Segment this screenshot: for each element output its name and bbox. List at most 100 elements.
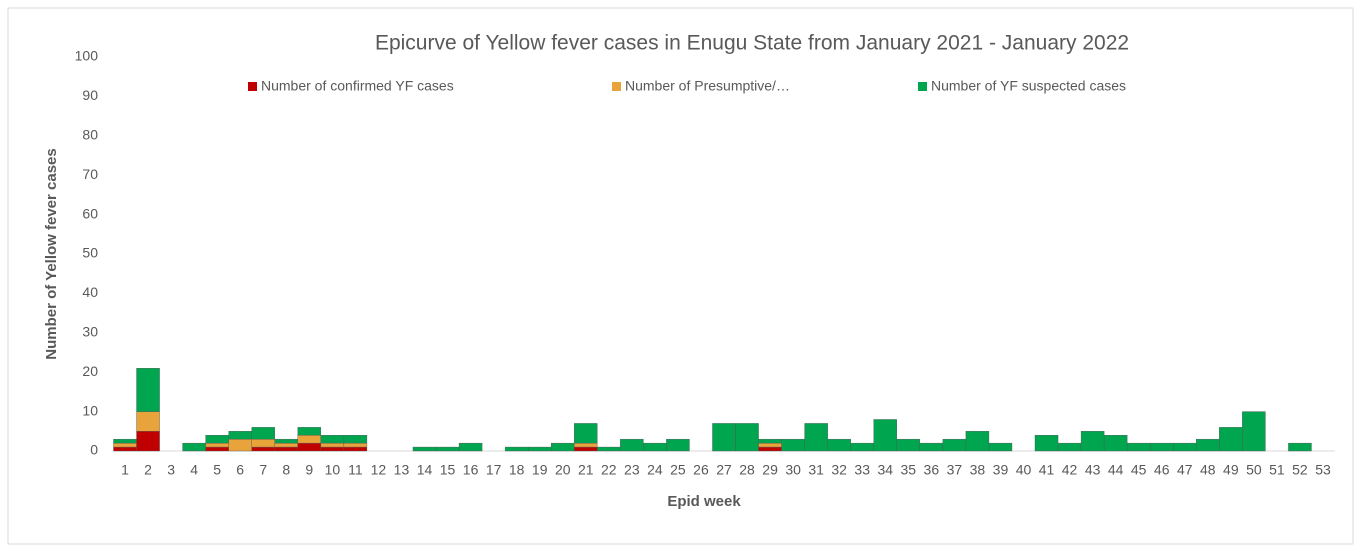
x-tick-label: 44 [1108, 462, 1124, 478]
bar-segment [412, 446, 437, 452]
x-tick-label: 36 [924, 462, 940, 478]
x-tick-label: 27 [716, 462, 732, 478]
bar-segment [113, 446, 137, 452]
bar-segment [758, 446, 782, 452]
x-tick-label: 16 [463, 462, 479, 478]
bar-segment [136, 431, 160, 452]
x-tick-label: 34 [877, 462, 893, 478]
bar-segment [113, 438, 137, 444]
bar-segment [205, 435, 229, 444]
y-tick-label: 50 [82, 245, 98, 261]
x-tick-label: 17 [486, 462, 502, 478]
y-tick-label: 40 [82, 284, 98, 300]
x-tick-label: 47 [1177, 462, 1193, 478]
bar-segment [827, 438, 851, 452]
bar-segment [274, 442, 299, 448]
bar-segment [251, 427, 275, 440]
bar-segment [504, 446, 529, 452]
x-tick-label: 19 [532, 462, 548, 478]
bar-segment [896, 438, 921, 452]
legend-label: Number of YF suspected cases [931, 78, 1126, 94]
x-tick-label: 37 [947, 462, 963, 478]
bar-segment [873, 419, 897, 452]
x-tick-label: 46 [1154, 462, 1170, 478]
x-tick-label: 40 [1016, 462, 1032, 478]
x-tick-label: 28 [739, 462, 755, 478]
bar-segment [666, 438, 690, 452]
x-tick-label: 6 [236, 462, 244, 478]
bar-segment [804, 423, 828, 452]
bar-segment [297, 435, 322, 444]
legend-swatch [918, 82, 927, 91]
x-tick-label: 38 [970, 462, 986, 478]
bar-segment [1149, 442, 1174, 452]
y-axis-title: Number of Yellow fever cases [43, 148, 60, 360]
bar-segment [527, 446, 552, 452]
bar-segment [942, 438, 967, 452]
legend-swatch [248, 82, 257, 91]
bar-segment [1126, 442, 1151, 452]
bar-segment [1103, 435, 1128, 452]
x-tick-label: 45 [1131, 462, 1147, 478]
x-tick-label: 49 [1223, 462, 1239, 478]
bar-segment [228, 431, 252, 440]
x-tick-label: 11 [348, 462, 363, 478]
bar-segment [850, 442, 874, 452]
bar-segment [758, 442, 782, 448]
y-tick-label: 70 [82, 166, 98, 182]
x-tick-label: 25 [670, 462, 686, 478]
bar-segment [735, 423, 759, 452]
x-tick-label: 20 [555, 462, 571, 478]
y-tick-label: 60 [82, 205, 98, 221]
bar-segment [1219, 427, 1243, 452]
bar-segment [136, 411, 160, 432]
x-tick-label: 52 [1292, 462, 1308, 478]
y-tick-label: 80 [82, 127, 98, 143]
bar-segment [988, 442, 1013, 452]
x-tick-label: 30 [785, 462, 801, 478]
x-tick-label: 14 [417, 462, 433, 478]
x-tick-label: 7 [259, 462, 267, 478]
bar-segment [1057, 442, 1082, 452]
x-tick-label: 2 [144, 462, 152, 478]
bar-segment [205, 442, 229, 448]
y-tick-label: 20 [82, 363, 98, 379]
bar-segment [297, 427, 322, 436]
x-tick-label: 51 [1269, 462, 1285, 478]
x-tick-label: 12 [371, 462, 387, 478]
bar-segment [643, 442, 667, 452]
x-tick-label: 4 [190, 462, 198, 478]
bar-segment [343, 442, 368, 448]
x-tick-label: 9 [305, 462, 313, 478]
bar-segment [274, 446, 299, 452]
x-tick-label: 41 [1039, 462, 1055, 478]
bar-segment [758, 438, 782, 444]
x-tick-label: 29 [762, 462, 778, 478]
x-tick-label: 24 [647, 462, 663, 478]
bar-segment [1173, 442, 1197, 452]
y-tick-label: 0 [90, 442, 98, 458]
chart-title: Epicurve of Yellow fever cases in Enugu … [375, 32, 1129, 55]
legend-swatch [612, 82, 621, 91]
x-tick-label: 8 [282, 462, 290, 478]
bar-segment [1034, 435, 1059, 452]
bar-segment [458, 442, 483, 452]
y-tick-label: 10 [82, 402, 98, 418]
x-tick-label: 15 [440, 462, 456, 478]
x-tick-label: 13 [394, 462, 410, 478]
bar-segment [781, 438, 805, 452]
bar-segment [620, 438, 644, 452]
bar-segment [297, 442, 322, 452]
bar-segment [205, 446, 229, 452]
bar-segment [251, 438, 275, 448]
bar-segment [435, 446, 460, 452]
bar-segment [320, 442, 345, 448]
x-tick-label: 23 [624, 462, 640, 478]
x-tick-label: 21 [578, 462, 594, 478]
legend-label: Number of Presumptive/… [625, 78, 790, 94]
x-tick-label: 18 [509, 462, 525, 478]
x-tick-label: 3 [167, 462, 175, 478]
bar-segment [343, 446, 368, 452]
legend-label: Number of confirmed YF cases [261, 78, 454, 94]
